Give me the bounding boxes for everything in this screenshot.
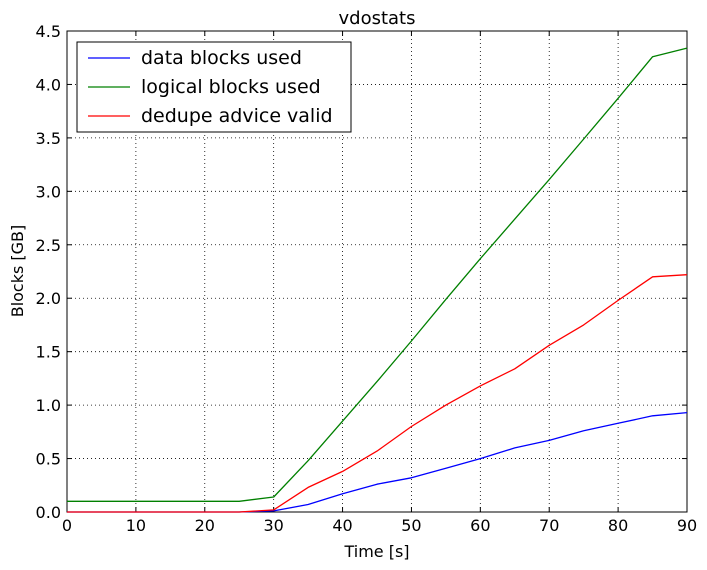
x-tick-label: 50 — [401, 516, 421, 535]
y-tick-label: 3.5 — [36, 129, 61, 148]
legend: data blocks used logical blocks used dedup… — [76, 41, 352, 133]
series-line-logical-blocks-used — [67, 47, 688, 502]
legend-label: data blocks used — [141, 47, 302, 69]
y-tick-label: 2.5 — [36, 236, 61, 255]
legend-label: dedupe advice valid — [141, 105, 333, 127]
series-lines — [67, 47, 688, 513]
y-axis-title: Blocks [GB] — [8, 225, 27, 318]
x-axis-title: Time [s] — [343, 542, 409, 561]
x-tick-label: 20 — [195, 516, 215, 535]
y-tick-label: 1.5 — [36, 343, 61, 362]
series-line-data-blocks-used — [67, 411, 688, 513]
series-line-dedupe-advice-valid — [67, 274, 688, 513]
legend-label: logical blocks used — [141, 76, 321, 98]
y-tick-label: 1.0 — [36, 396, 61, 415]
y-tick-label: 3.0 — [36, 182, 61, 201]
y-tick-label: 2.0 — [36, 289, 61, 308]
x-tick-label: 70 — [539, 516, 559, 535]
x-tick-label: 30 — [263, 516, 283, 535]
plot-frame — [66, 30, 688, 513]
x-tick-label: 90 — [677, 516, 697, 535]
x-tick-label: 60 — [470, 516, 490, 535]
y-tick-label: 4.5 — [36, 22, 61, 41]
y-tick-label: 4.0 — [36, 75, 61, 94]
x-tick-label: 80 — [608, 516, 628, 535]
y-tick-label: 0.5 — [36, 450, 61, 469]
x-tick-label: 10 — [126, 516, 146, 535]
y-tick-label: 0.0 — [36, 503, 61, 522]
x-tick-label: 40 — [332, 516, 352, 535]
x-tick-label: 0 — [62, 516, 72, 535]
chart-title: vdostats — [339, 8, 416, 29]
axis-ticks: 0 10 20 30 40 50 60 70 80 90 0.0 0.5 1.0 1.5 2.0 2.5 3.0… — [36, 22, 698, 535]
